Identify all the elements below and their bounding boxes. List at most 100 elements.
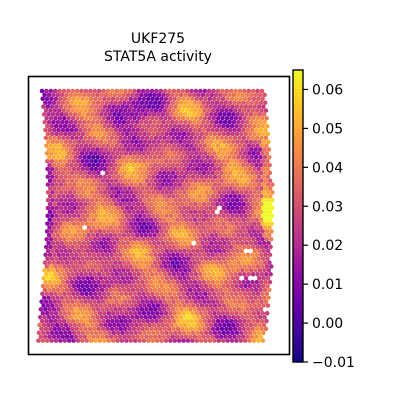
spot [224, 210, 229, 215]
spot [79, 202, 84, 207]
spot [239, 182, 244, 187]
spot [162, 225, 167, 230]
spot [151, 331, 156, 336]
spot [236, 93, 241, 98]
spot [43, 334, 48, 339]
spot [135, 260, 140, 265]
spot [125, 132, 130, 137]
spot [170, 288, 175, 293]
spot [267, 225, 272, 230]
spot [259, 307, 264, 312]
spot [124, 264, 129, 269]
spot [118, 280, 123, 285]
spot [98, 214, 103, 219]
spot [79, 143, 84, 148]
spot [75, 151, 80, 156]
spot [263, 210, 268, 215]
spot [113, 334, 118, 339]
spot [162, 327, 167, 332]
spot [137, 159, 142, 164]
spot [213, 214, 218, 219]
spot [267, 288, 272, 293]
spot [114, 186, 119, 191]
spot [185, 264, 190, 269]
spot [173, 311, 178, 316]
spot [89, 338, 94, 343]
spot [192, 288, 197, 293]
spot [141, 292, 146, 297]
spot [96, 136, 101, 141]
spot [68, 190, 73, 195]
spot [61, 194, 66, 199]
spot [149, 178, 154, 183]
spot [268, 202, 273, 207]
spot [207, 89, 212, 94]
spot [251, 245, 256, 250]
spot [90, 104, 95, 109]
spot [214, 241, 219, 246]
spot [239, 214, 244, 219]
spot [92, 245, 97, 250]
spot [146, 229, 151, 234]
spot [149, 217, 154, 222]
spot [45, 167, 50, 172]
spot [131, 288, 136, 293]
spot [153, 288, 158, 293]
spot [133, 214, 138, 219]
spot [196, 120, 201, 125]
spot [237, 307, 242, 312]
spot [193, 253, 198, 257]
spot [94, 276, 99, 281]
spot [151, 104, 156, 109]
spot [182, 284, 187, 289]
spot [129, 198, 134, 203]
spot [179, 334, 184, 339]
spot [107, 190, 112, 195]
spot [85, 311, 90, 316]
spot [111, 167, 116, 172]
spot [188, 120, 193, 125]
spot [159, 116, 164, 121]
spot [234, 292, 239, 297]
spot [234, 237, 239, 242]
spot [142, 104, 147, 109]
spot [251, 143, 256, 148]
spot [178, 112, 183, 117]
spot [61, 100, 66, 105]
spot [194, 237, 199, 242]
spot [154, 186, 159, 191]
spot [168, 256, 173, 261]
spot [174, 323, 179, 328]
spot [158, 108, 163, 113]
spot [149, 327, 154, 332]
spot [169, 206, 174, 211]
spot [222, 276, 227, 281]
spot [210, 334, 215, 339]
spot [133, 256, 138, 261]
spot [105, 327, 110, 332]
spot [47, 120, 52, 125]
spot [78, 307, 83, 312]
spot [212, 229, 217, 234]
spot [237, 194, 242, 199]
spot [248, 214, 253, 219]
spot [189, 327, 194, 332]
spot [257, 139, 262, 144]
spot [127, 217, 132, 222]
spot [91, 268, 96, 273]
spot [250, 260, 255, 265]
spot [185, 245, 190, 250]
spot [126, 155, 131, 160]
spot [128, 97, 133, 102]
spot [254, 217, 259, 222]
chart-title-line-1: UKF275 [131, 31, 185, 47]
spot [240, 93, 245, 98]
spot [61, 202, 66, 207]
spot [217, 331, 222, 336]
spot [252, 124, 257, 129]
spot [155, 338, 160, 343]
spot [151, 159, 156, 164]
spot [181, 264, 186, 269]
spot [93, 159, 98, 164]
spot [204, 175, 209, 180]
